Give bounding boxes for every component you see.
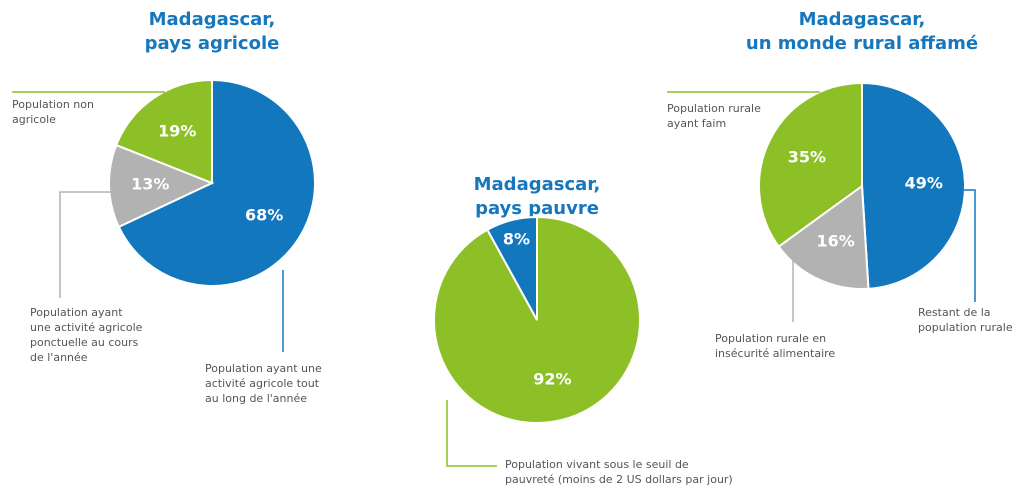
leader-line <box>446 400 497 467</box>
category-label: Population rurale ayant faim <box>667 102 761 130</box>
category-label: Population ayant une activité agricole pon… <box>30 306 143 364</box>
chart-title: Madagascar, <box>149 9 276 30</box>
leader-line <box>59 191 118 298</box>
pie-slice <box>114 78 213 185</box>
chart-title: Madagascar, <box>799 9 926 30</box>
value-label: 68% <box>245 206 283 225</box>
category-label: Population vivant sous le seuil de pauvre… <box>505 458 733 486</box>
value-label: 92% <box>533 369 571 388</box>
chart-title: Madagascar, <box>474 174 601 195</box>
pie-chart: Madagascar, pays agricole 68% 13% 19% Populat… <box>12 9 322 405</box>
chart-title: un monde rural affamé <box>746 33 978 54</box>
value-label: 16% <box>817 231 855 250</box>
value-label: 8% <box>503 230 530 249</box>
category-label: Population ayant une activité agricole to… <box>205 362 322 405</box>
pie-chart: Madagascar, un monde rural affamé 49% 16% 35… <box>667 9 1013 360</box>
category-label: Population rurale en insécurité alimentai… <box>715 332 835 360</box>
pie-chart: Madagascar, pays pauvre 92% 8% Population vi… <box>433 174 733 486</box>
pie-slice <box>861 81 966 290</box>
value-label: 13% <box>131 174 169 193</box>
pie-slice <box>117 78 316 287</box>
value-label: 49% <box>905 174 943 193</box>
category-label: Restant de la population rurale <box>918 306 1013 334</box>
leader-line <box>963 189 976 302</box>
value-label: 19% <box>158 121 196 140</box>
category-label: Population non agricole <box>12 98 94 126</box>
pie-slice <box>758 81 863 248</box>
pie-slice <box>108 143 215 229</box>
value-label: 35% <box>788 147 826 166</box>
pie-slice <box>486 215 538 321</box>
pie-slice <box>777 184 870 290</box>
chart-title: pays agricole <box>145 33 280 54</box>
chart-title: pays pauvre <box>475 198 599 219</box>
pie-slice <box>433 215 641 424</box>
